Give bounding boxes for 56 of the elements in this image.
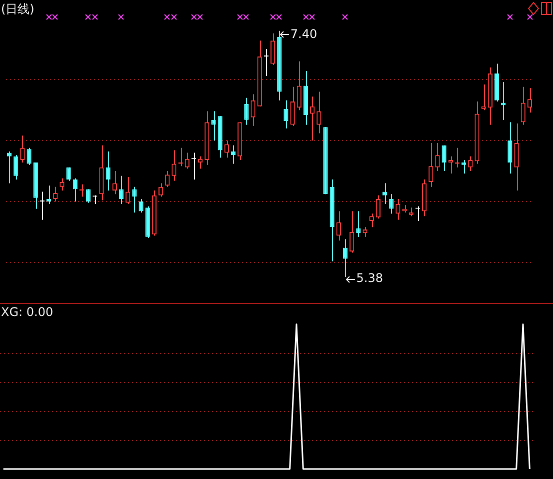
candlestick [106, 151, 110, 192]
candlestick [6, 151, 12, 184]
candlestick [342, 238, 348, 278]
candlestick [284, 100, 288, 129]
chart-title: (日线) [1, 1, 34, 18]
candlestick [442, 144, 446, 172]
candlestick [362, 226, 368, 238]
candlestick [270, 32, 276, 66]
candlestick [468, 156, 473, 172]
candlestick [428, 142, 434, 188]
candlestick [389, 194, 394, 214]
candlestick [26, 147, 32, 166]
annotation: 7.40 [290, 27, 318, 42]
candlestick [435, 142, 440, 172]
candlestick [46, 185, 52, 204]
candlestick [290, 86, 295, 126]
candlestick [86, 188, 91, 204]
candlestick [138, 198, 144, 213]
candlestick [527, 88, 532, 114]
candlestick [126, 176, 130, 204]
candlestick [224, 140, 229, 158]
candlestick [382, 182, 388, 204]
candlestick [296, 60, 302, 111]
candlestick [118, 175, 124, 204]
candlestick [158, 182, 164, 198]
candlestick [448, 156, 453, 174]
candlestick [20, 135, 25, 163]
candlestick [481, 84, 486, 111]
candlestick [514, 122, 519, 192]
candlestick [211, 110, 216, 142]
candlestick [40, 191, 45, 220]
candlestick [112, 170, 117, 195]
candlestick [60, 178, 64, 192]
candlestick [310, 96, 315, 142]
candlestick [376, 194, 380, 220]
candlestick [72, 178, 78, 202]
candlestick [316, 91, 322, 134]
candlestick [132, 186, 137, 213]
annotation: 5.38 [356, 271, 383, 286]
candlestick [172, 150, 176, 182]
candlestick [462, 160, 466, 174]
candlestick [264, 48, 269, 76]
candlestick [250, 94, 256, 126]
candlestick [369, 213, 374, 228]
candlestick [336, 210, 341, 241]
candlestick [66, 166, 71, 182]
candlestick [184, 152, 190, 170]
candlestick [14, 154, 18, 180]
candlestick [396, 198, 400, 220]
candlestick [165, 170, 170, 188]
candlestick [508, 122, 512, 174]
candlestick [350, 210, 354, 254]
candlestick [520, 86, 526, 126]
candlestick [53, 186, 58, 202]
chart-title: XG: 0.00 [1, 305, 54, 319]
candlestick [244, 97, 249, 126]
